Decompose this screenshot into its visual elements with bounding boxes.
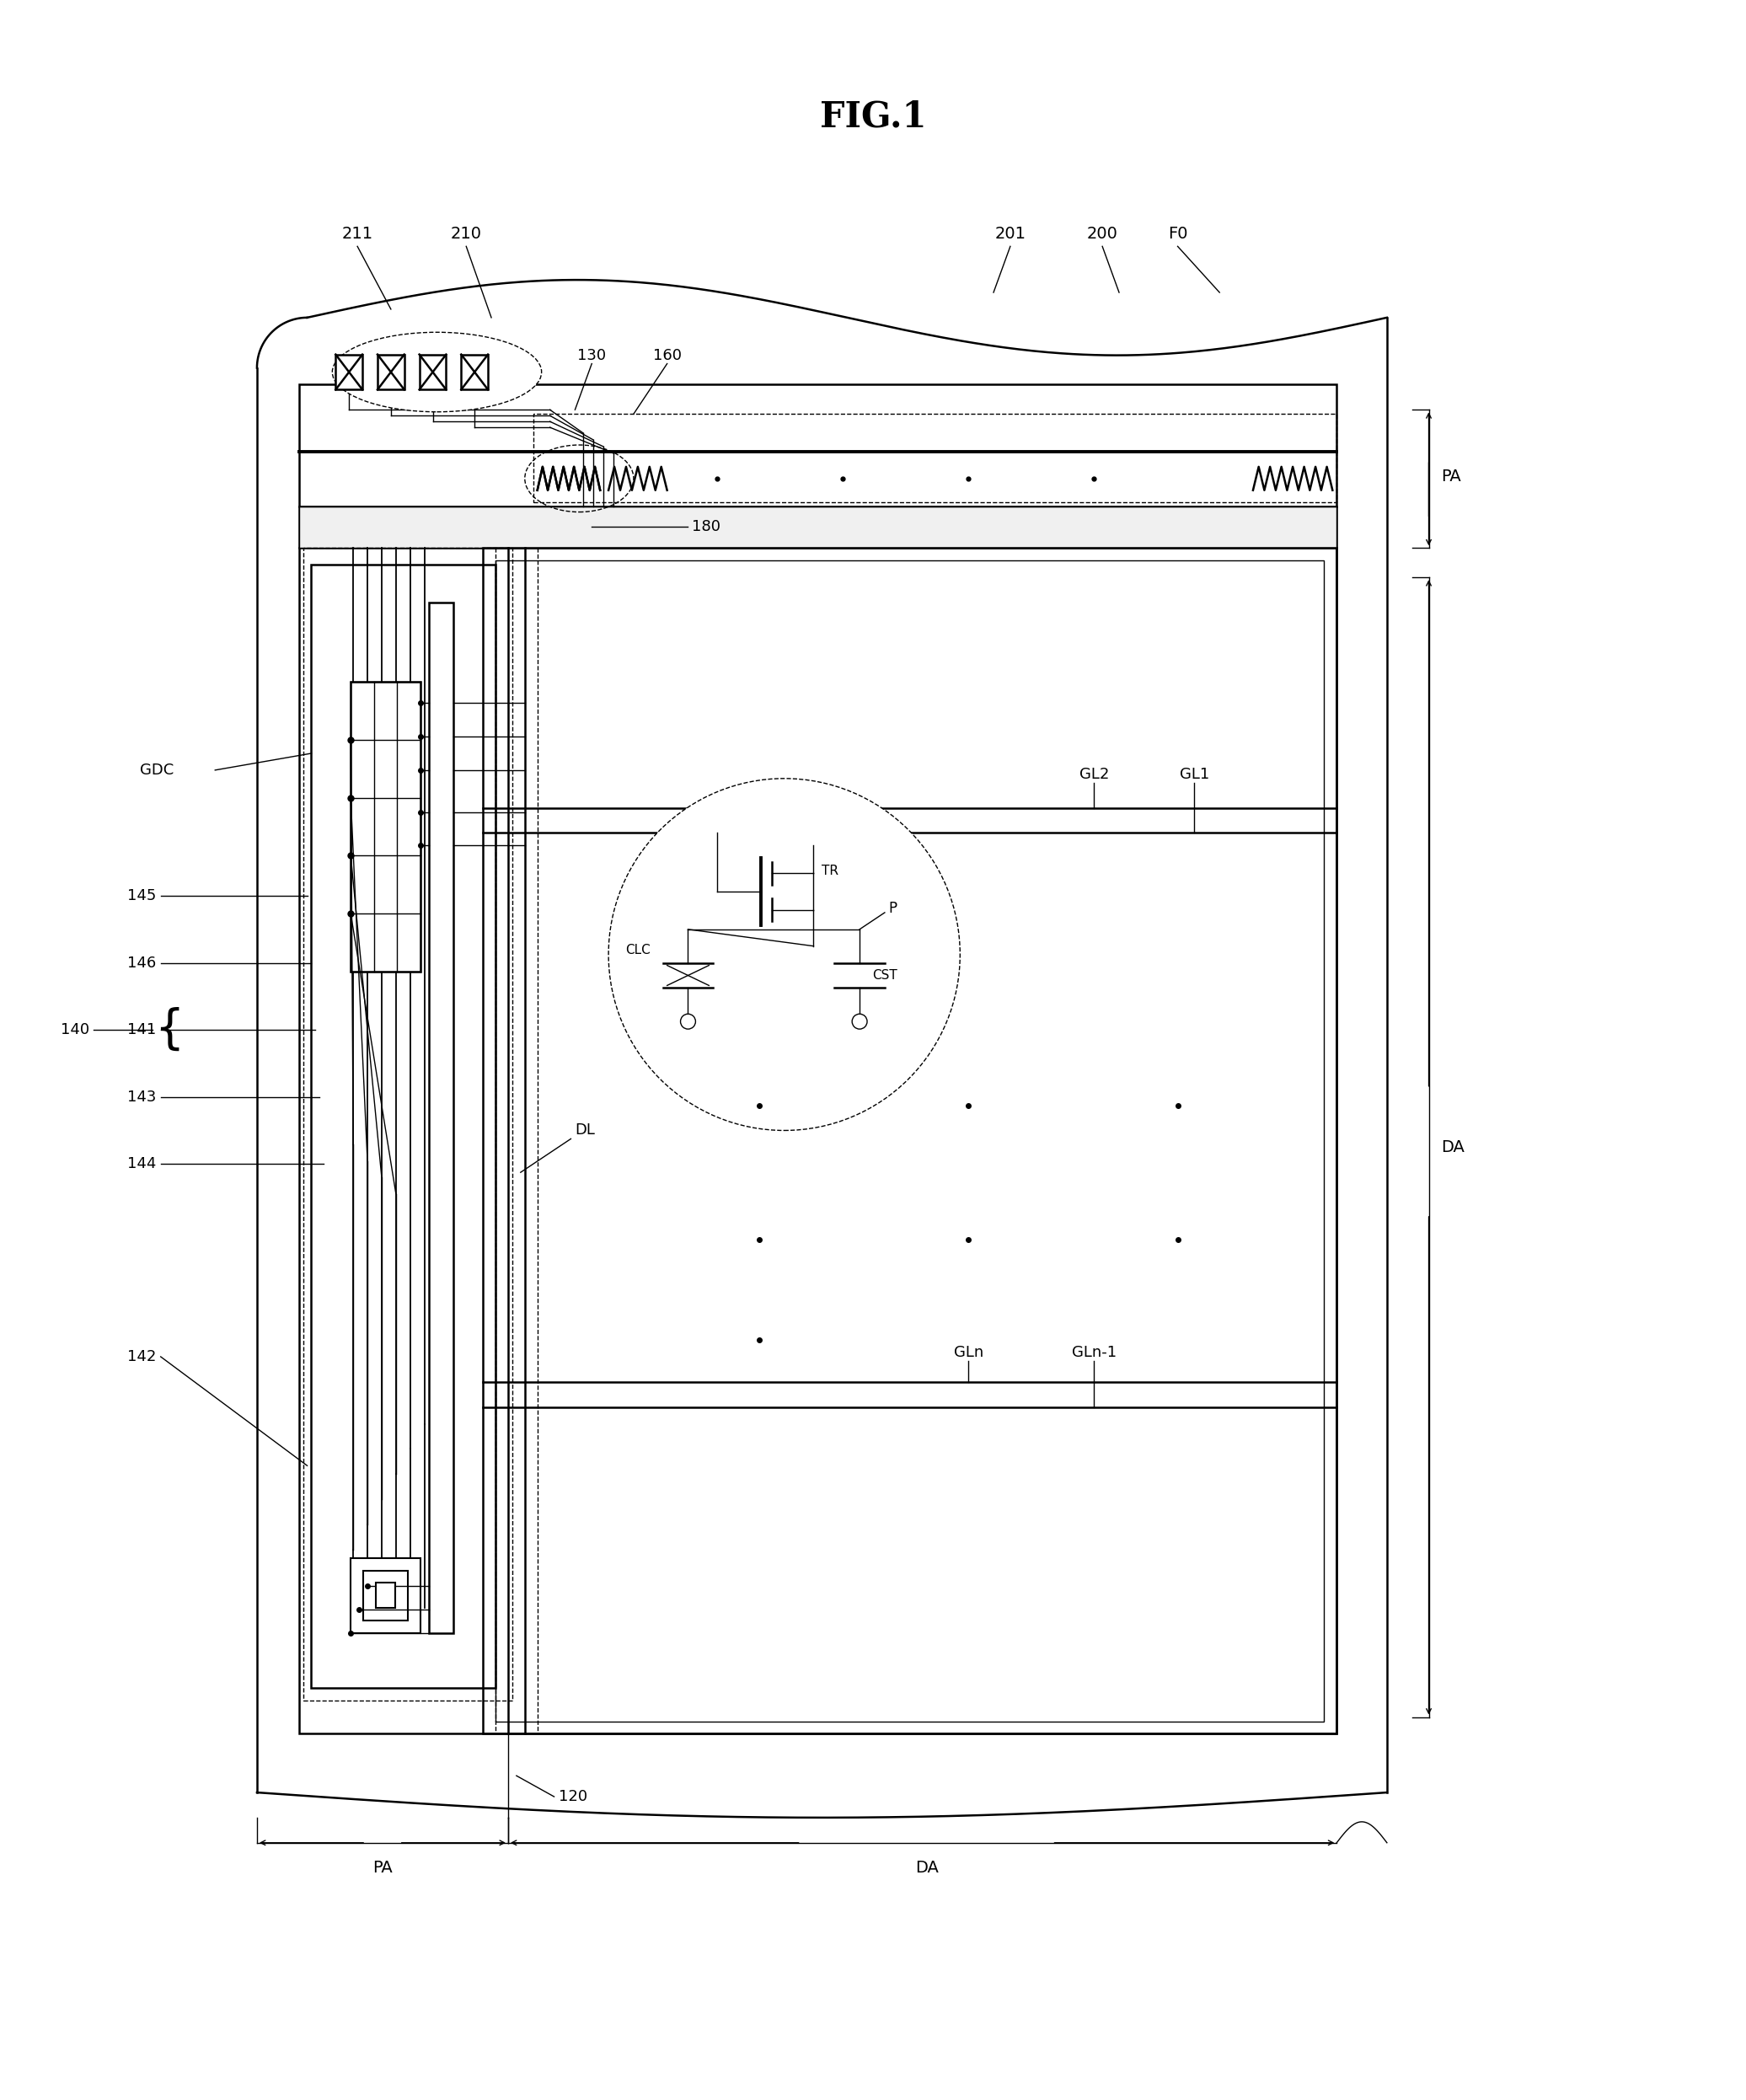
Text: 120: 120 — [559, 1789, 587, 1804]
Text: 145: 145 — [127, 888, 157, 903]
Bar — [304, 548, 512, 1701]
Text: 144: 144 — [127, 1157, 157, 1172]
Text: 143: 143 — [127, 1090, 157, 1105]
Text: 146: 146 — [127, 956, 157, 970]
Bar — [428, 603, 454, 1634]
Text: CST: CST — [873, 968, 897, 981]
Text: 200: 200 — [1086, 227, 1117, 242]
Text: 130: 130 — [578, 349, 606, 363]
Bar — [363, 1571, 407, 1621]
Bar — [311, 565, 496, 1688]
Text: 140: 140 — [61, 1023, 89, 1037]
Bar — [377, 355, 405, 391]
Text: DA: DA — [1442, 1138, 1465, 1155]
Text: P: P — [889, 901, 897, 916]
Bar — [351, 682, 421, 970]
Bar — [533, 414, 1337, 502]
Text: 141: 141 — [127, 1023, 157, 1037]
Circle shape — [609, 779, 960, 1130]
Text: GL2: GL2 — [1079, 766, 1109, 781]
Text: GL1: GL1 — [1180, 766, 1210, 781]
Text: 160: 160 — [653, 349, 681, 363]
Text: GLn: GLn — [953, 1344, 983, 1361]
Text: 142: 142 — [127, 1348, 157, 1365]
Text: FIG.1: FIG.1 — [819, 99, 927, 134]
Text: GDC: GDC — [140, 762, 173, 777]
Text: 180: 180 — [691, 519, 721, 536]
Ellipse shape — [332, 332, 541, 412]
Text: 210: 210 — [450, 227, 482, 242]
Text: PA: PA — [1442, 468, 1461, 485]
Bar — [419, 355, 447, 391]
Bar — [299, 506, 1337, 548]
Text: F0: F0 — [1168, 227, 1187, 242]
Text: DA: DA — [915, 1861, 938, 1875]
Bar — [351, 1558, 421, 1634]
Bar — [496, 561, 1323, 1722]
Text: CLC: CLC — [625, 945, 650, 958]
Text: DL: DL — [574, 1124, 595, 1138]
Bar — [484, 548, 1337, 1735]
Text: TR: TR — [822, 865, 838, 878]
Bar — [335, 355, 363, 391]
Text: PA: PA — [372, 1861, 393, 1875]
Bar — [375, 1583, 395, 1609]
Text: GLn-1: GLn-1 — [1072, 1344, 1116, 1361]
Bar — [461, 355, 487, 391]
Text: 201: 201 — [995, 227, 1027, 242]
Text: 211: 211 — [342, 227, 374, 242]
Bar — [299, 384, 1337, 1735]
Text: {: { — [154, 1008, 183, 1052]
